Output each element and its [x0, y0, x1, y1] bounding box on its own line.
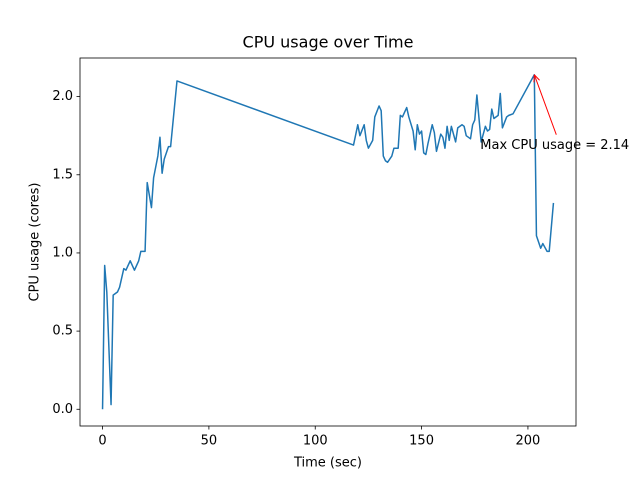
x-axis-label: Time (sec): [293, 456, 362, 471]
y-tick-label: 1.5: [52, 167, 73, 182]
annotation-text: Max CPU usage = 2.14: [480, 138, 629, 153]
axes-frame: [79, 57, 577, 427]
x-tick-label: 0: [98, 434, 106, 449]
x-tick-label: 50: [201, 434, 218, 449]
y-tick-label: 0.0: [52, 402, 73, 417]
annotation-arrowhead: [533, 74, 540, 83]
x-tick-label: 100: [303, 434, 328, 449]
chart-title: CPU usage over Time: [243, 33, 414, 52]
y-tick-label: 1.0: [52, 245, 73, 260]
y-tick-label: 2.0: [52, 89, 73, 104]
x-tick-label: 150: [409, 434, 434, 449]
annotation-arrow: [533, 74, 557, 135]
x-tick-label: 200: [516, 434, 541, 449]
data-line: [101, 73, 555, 410]
y-tick-label: 0.5: [52, 324, 73, 339]
y-axis-label: CPU usage (cores): [28, 183, 43, 302]
